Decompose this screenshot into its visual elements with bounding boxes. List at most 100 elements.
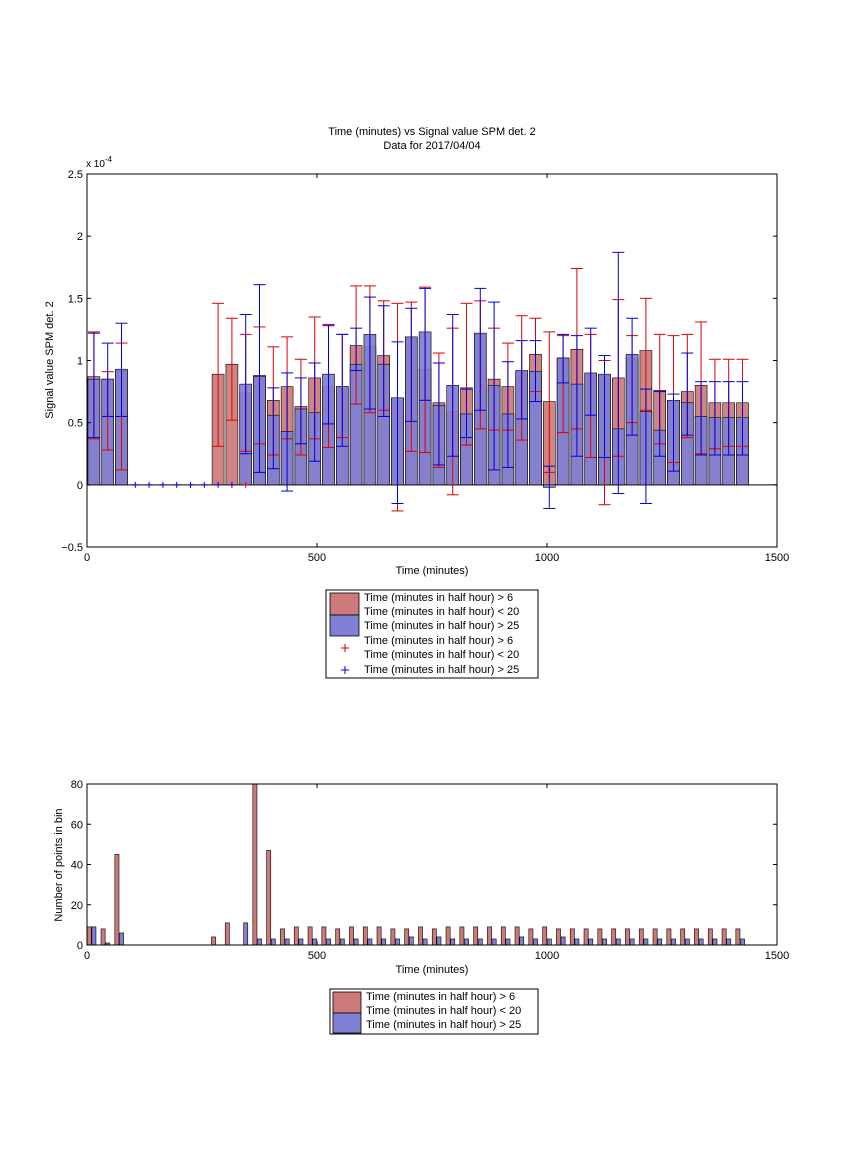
signal-chart-title: Time (minutes) vs Signal value SPM det. … bbox=[328, 126, 535, 138]
legend-entry: Time (minutes in half hour) < 20 bbox=[364, 606, 519, 618]
red-count-bar bbox=[335, 928, 341, 946]
signal-chart-legend: Time (minutes in half hour) > 6 Time (mi… bbox=[325, 589, 539, 679]
signal-chart-y-label: Signal value SPM det. 2 bbox=[44, 301, 56, 418]
red-count-bar bbox=[100, 928, 106, 946]
blue-count-bar bbox=[339, 938, 345, 946]
red-count-bar bbox=[556, 928, 561, 946]
signal-chart-x-label: Time (minutes) bbox=[396, 565, 469, 577]
blue-count-bar bbox=[546, 938, 552, 946]
red-count-bar bbox=[500, 926, 506, 946]
red-count-bar bbox=[459, 926, 465, 946]
count-chart-legend: Time (minutes in half hour) > 6 Time (mi… bbox=[329, 988, 539, 1035]
blue-error-bar bbox=[695, 381, 708, 456]
blue-count-bar bbox=[119, 932, 124, 946]
legend-entry: Time (minutes in half hour) > 25 bbox=[366, 1019, 521, 1031]
blue-count-bar bbox=[312, 938, 318, 946]
red-count-bar bbox=[735, 928, 741, 946]
blue-count-bar bbox=[574, 938, 580, 946]
count-chart-plot-area bbox=[86, 783, 745, 946]
blue-error-bar bbox=[239, 313, 252, 455]
legend-entry: Time (minutes in half hour) < 20 bbox=[364, 649, 519, 661]
red-count-bar bbox=[542, 926, 548, 946]
y-tick-label: 0.5 bbox=[68, 418, 83, 430]
red-count-bar bbox=[611, 928, 617, 946]
blue-error-bar bbox=[336, 333, 349, 447]
blue-count-bar bbox=[243, 922, 249, 946]
red-count-bar bbox=[680, 928, 686, 946]
blue-error-bar bbox=[639, 388, 652, 504]
y-tick-label: 1.5 bbox=[68, 293, 83, 305]
blue-error-bar bbox=[253, 284, 266, 473]
red-count-bar bbox=[597, 928, 603, 946]
red-count-bar bbox=[418, 926, 423, 946]
red-count-bar bbox=[280, 928, 285, 946]
blue-error-bar bbox=[281, 372, 294, 492]
red-count-bar bbox=[528, 928, 534, 946]
blue-error-bar bbox=[722, 381, 735, 456]
x-tick-label: 1500 bbox=[765, 552, 789, 564]
x-tick-label: 1500 bbox=[765, 950, 789, 962]
blue-count-bar bbox=[395, 938, 400, 946]
signal-chart: Time (minutes) vs Signal value SPM det. … bbox=[44, 126, 789, 679]
red-count-bar bbox=[86, 926, 92, 946]
blue-count-bar bbox=[726, 938, 732, 946]
legend-entry: Time (minutes in half hour) > 25 bbox=[364, 664, 519, 676]
blue-count-bar bbox=[740, 938, 745, 946]
red-count-bar bbox=[321, 926, 327, 946]
red-plus-marker bbox=[242, 481, 249, 488]
blue-error-bar bbox=[557, 333, 570, 384]
x-tick-label: 1000 bbox=[535, 950, 559, 962]
x-tick-label: 500 bbox=[308, 552, 326, 564]
red-count-bar bbox=[224, 922, 230, 946]
blue-error-bar bbox=[363, 296, 376, 410]
count-chart-axes-box bbox=[86, 783, 778, 946]
blue-error-bar bbox=[101, 342, 114, 417]
red-count-bar bbox=[390, 928, 396, 946]
red-count-bar bbox=[666, 928, 672, 946]
blue-error-bar bbox=[115, 322, 128, 417]
red-count-bar bbox=[583, 928, 589, 946]
count-chart-x-ticks: 0 500 1000 1500 bbox=[84, 784, 789, 962]
legend-swatch-blue bbox=[332, 1012, 362, 1034]
y-tick-label: 0 bbox=[77, 940, 83, 952]
blue-error-bar bbox=[598, 355, 611, 458]
blue-error-bar bbox=[501, 361, 514, 468]
red-count-bar bbox=[362, 926, 368, 946]
legend-swatch-red bbox=[329, 592, 360, 616]
red-count-bar bbox=[707, 928, 713, 946]
legend-entry: Time (minutes in half hour) > 6 bbox=[366, 991, 515, 1003]
blue-error-bar bbox=[446, 313, 459, 457]
blue-error-bar bbox=[308, 362, 321, 462]
blue-count-bar bbox=[505, 938, 511, 946]
blue-count-bar bbox=[684, 938, 690, 946]
blue-error-bar bbox=[515, 340, 528, 420]
blue-error-bar bbox=[419, 287, 432, 401]
red-count-bar bbox=[652, 928, 658, 946]
blue-count-bar bbox=[712, 938, 718, 946]
blue-error-bar bbox=[405, 307, 418, 422]
legend-red-plus-marker bbox=[341, 644, 349, 652]
legend-swatch-red bbox=[332, 991, 362, 1014]
blue-error-bar bbox=[681, 352, 694, 436]
legend-entry: Time (minutes in half hour) > 6 bbox=[364, 592, 513, 604]
blue-count-bar bbox=[91, 926, 97, 946]
x-tick-label: 1000 bbox=[535, 552, 559, 564]
y-tick-label: 0 bbox=[77, 480, 83, 492]
x-tick-label: 0 bbox=[84, 950, 90, 962]
blue-error-bar bbox=[391, 341, 404, 504]
y-tick-label: 40 bbox=[71, 860, 83, 872]
red-count-bar bbox=[376, 926, 382, 946]
blue-count-bar bbox=[422, 938, 428, 946]
blue-error-bar bbox=[377, 305, 390, 417]
blue-plus-marker bbox=[146, 481, 153, 488]
x-tick-label: 500 bbox=[308, 950, 326, 962]
y-tick-label: 20 bbox=[71, 900, 83, 912]
blue-count-bar bbox=[326, 938, 331, 946]
blue-error-bar bbox=[529, 340, 542, 403]
count-chart-y-label: Number of points in bin bbox=[53, 808, 65, 921]
legend-entry: Time (minutes in half hour) > 6 bbox=[364, 635, 513, 647]
y-tick-label: 80 bbox=[71, 779, 83, 791]
blue-count-bar bbox=[629, 938, 635, 946]
count-chart-x-label: Time (minutes) bbox=[396, 964, 469, 976]
